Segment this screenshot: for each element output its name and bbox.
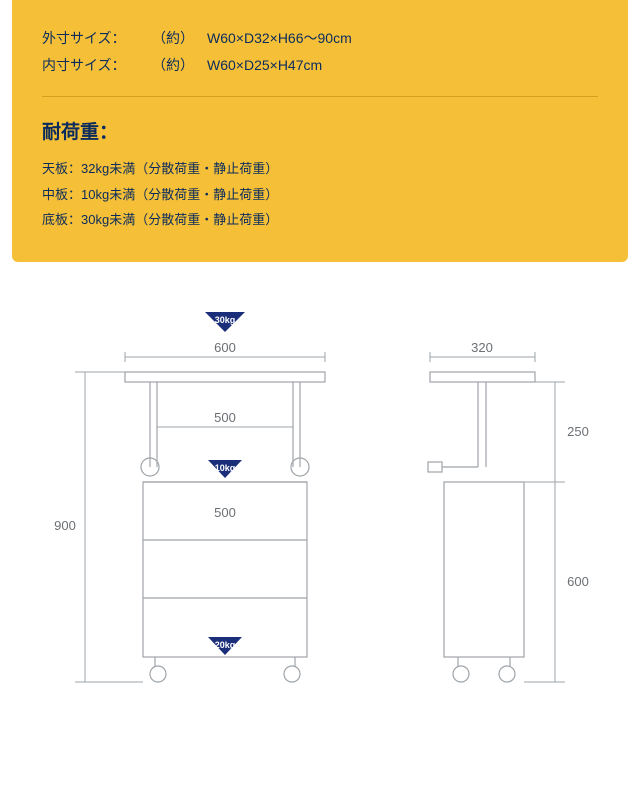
dim-side-lower: 600 <box>567 574 589 589</box>
load-top-text: 30kg <box>215 315 236 325</box>
outer-size-row: 外寸サイズ： （約） W60×D32×H66～90cm <box>42 25 598 52</box>
load-title: 耐荷重： <box>42 117 598 144</box>
front-view-diagram: 30kg 600 500 10kg <box>30 302 370 722</box>
load-row-top: 天板：32kg未満（分散荷重・静止荷重） <box>42 156 598 181</box>
dim-side-upper: 250 <box>567 424 589 439</box>
inner-size-value: W60×D25×H47cm <box>207 52 322 79</box>
side-view-diagram: 320 250 <box>400 302 610 722</box>
diagram-area: 30kg 600 500 10kg <box>0 302 640 722</box>
dim-side-top: 320 <box>471 340 493 355</box>
load-row-mid: 中板：10kg未満（分散荷重・静止荷重） <box>42 182 598 207</box>
load-mid-text: 10kg <box>215 463 236 473</box>
side-knob <box>428 462 478 472</box>
size-block: 外寸サイズ： （約） W60×D32×H66～90cm 内寸サイズ： （約） W… <box>42 25 598 97</box>
dim-front-mid2: 500 <box>214 505 236 520</box>
outer-size-value: W60×D32×H66～90cm <box>207 25 352 52</box>
load-triangle-bot: 20kg <box>208 637 242 655</box>
load-triangle-mid: 10kg <box>208 460 242 478</box>
inner-size-row: 内寸サイズ： （約） W60×D25×H47cm <box>42 52 598 79</box>
page: 外寸サイズ： （約） W60×D32×H66～90cm 内寸サイズ： （約） W… <box>0 0 640 800</box>
dim-front-mid1: 500 <box>214 410 236 425</box>
inner-size-approx: （約） <box>152 52 207 79</box>
load-triangle-top: 30kg <box>205 312 245 332</box>
outer-size-approx: （約） <box>152 25 207 52</box>
load-row-bot: 底板：30kg未満（分散荷重・静止荷重） <box>42 207 598 232</box>
dim-front-height: 900 <box>54 518 76 533</box>
spec-panel: 外寸サイズ： （約） W60×D32×H66～90cm 内寸サイズ： （約） W… <box>12 0 628 262</box>
dim-front-top: 600 <box>214 340 236 355</box>
inner-size-label: 内寸サイズ： <box>42 52 152 79</box>
outer-size-label: 外寸サイズ： <box>42 25 152 52</box>
load-bot-text: 20kg <box>215 640 236 650</box>
